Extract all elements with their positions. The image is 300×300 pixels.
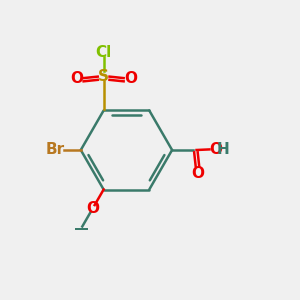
Text: O: O bbox=[70, 70, 83, 86]
Text: Cl: Cl bbox=[95, 45, 112, 60]
Text: O: O bbox=[124, 70, 137, 86]
Text: O: O bbox=[209, 142, 222, 157]
Text: S: S bbox=[98, 69, 109, 84]
Text: O: O bbox=[191, 166, 204, 181]
Text: H: H bbox=[216, 142, 229, 157]
Text: Br: Br bbox=[46, 142, 65, 158]
Text: O: O bbox=[86, 201, 99, 216]
